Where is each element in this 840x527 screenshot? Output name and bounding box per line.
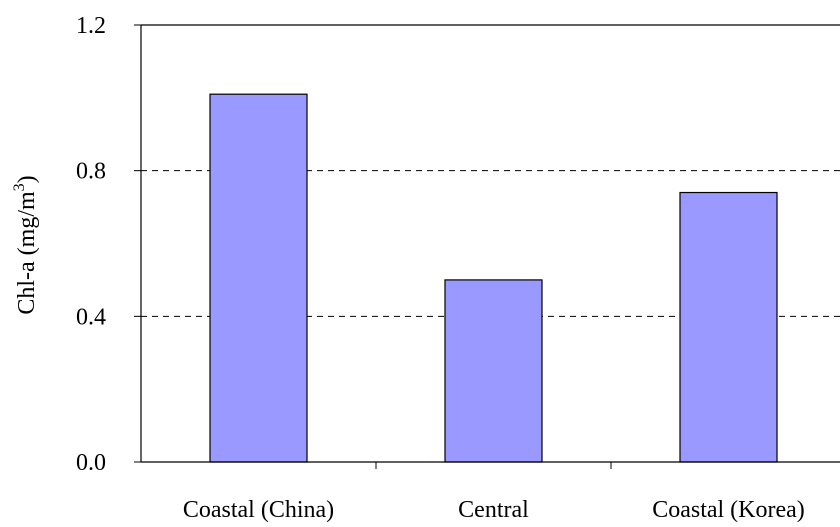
y-axis-title-superscript: 3	[11, 183, 28, 191]
x-tick-label: Central	[458, 497, 529, 523]
y-tick-label: 0.8	[76, 159, 106, 185]
y-tick-label: 0.0	[76, 450, 106, 476]
y-axis-title-close: )	[14, 175, 40, 183]
bar-2	[444, 279, 543, 463]
x-tick-label: Coastal (China)	[183, 497, 334, 523]
y-axis-title-main: Chl-a (mg/m	[14, 191, 40, 315]
bar-1	[209, 93, 308, 463]
x-tick-label: Coastal (Korea)	[652, 497, 805, 523]
y-tick-label: 0.4	[76, 304, 106, 330]
y-axis-title: Chl-a (mg/m3)	[11, 175, 40, 314]
y-tick-label: 1.2	[76, 13, 106, 39]
axes	[134, 24, 840, 469]
x-tick-labels: Coastal (China) Central Coastal (Korea)	[183, 497, 805, 523]
bars	[209, 93, 778, 463]
bar-3	[679, 191, 778, 463]
y-tick-labels: 0.0 0.4 0.8 1.2	[76, 13, 106, 476]
